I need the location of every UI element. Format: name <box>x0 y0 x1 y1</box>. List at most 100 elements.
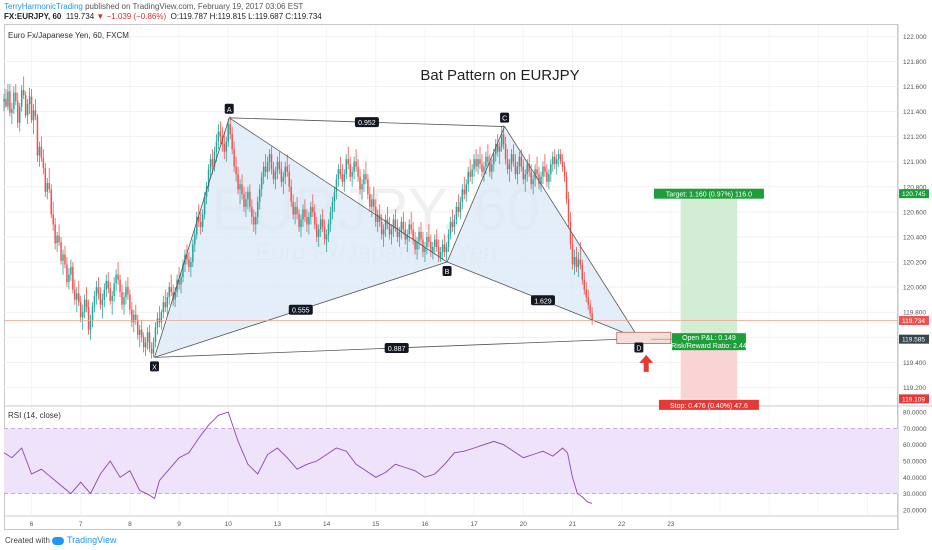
candle-body <box>398 231 401 237</box>
ratio-badge <box>384 342 409 353</box>
open-value: O:119.787 <box>170 12 208 21</box>
candle-body <box>209 159 212 170</box>
candle-body <box>371 199 373 207</box>
candle-body <box>583 279 586 290</box>
candle-body <box>300 219 302 227</box>
candle-body <box>524 174 527 180</box>
candle-body <box>38 146 41 156</box>
candle-body <box>253 216 255 225</box>
candle-body <box>148 332 151 349</box>
cloud-icon <box>52 536 64 545</box>
candle-body <box>353 161 355 172</box>
rsi-line <box>3 411 593 504</box>
rsi-tick-label: 40.0000 <box>903 475 927 482</box>
candle-body <box>178 279 180 285</box>
candle-body <box>479 159 481 165</box>
candle-body <box>571 244 574 265</box>
candle-body <box>449 221 452 235</box>
candle-body <box>428 236 430 242</box>
rsi-band <box>4 428 898 494</box>
price-tick-label: 122.000 <box>903 34 927 41</box>
point-label-X: X <box>152 364 157 371</box>
candle-body <box>378 214 381 222</box>
candle-body <box>74 289 76 300</box>
candle-body <box>410 224 412 230</box>
candle-body <box>459 201 462 212</box>
candle-body <box>243 194 245 207</box>
candle-body <box>345 159 348 175</box>
candle-body <box>205 186 208 197</box>
candle-body <box>477 159 479 167</box>
candle-body <box>432 246 434 252</box>
target-price-tag <box>899 189 929 199</box>
candle-body <box>142 337 145 348</box>
candle-body <box>467 171 469 185</box>
candle-body <box>520 156 523 167</box>
candle-body <box>76 293 78 300</box>
candle-body <box>50 189 52 215</box>
candle-body <box>231 134 233 150</box>
point-label-B: B <box>445 269 450 276</box>
last-price: 119.734 <box>65 12 95 21</box>
candle-body <box>186 254 188 260</box>
candle-body <box>359 176 361 190</box>
candle-body <box>103 289 106 300</box>
price-tick-label: 120.800 <box>903 184 927 191</box>
candle-body <box>154 327 157 343</box>
candle-body <box>294 206 296 215</box>
time-tick-label: 9 <box>177 521 181 528</box>
time-tick-label: 16 <box>421 521 429 528</box>
candle-body <box>115 274 117 284</box>
candle-body <box>473 159 475 170</box>
rsi-tick-label: 20.0000 <box>903 507 927 514</box>
candle-body <box>373 199 375 207</box>
candle-body <box>526 164 528 175</box>
candle-body <box>508 164 511 170</box>
candle-body <box>327 224 330 235</box>
target-label: Target: 1.160 (0.97%) 116.0 <box>666 192 752 199</box>
candle-body <box>528 164 530 172</box>
tradingview-logo[interactable]: TradingView <box>52 535 117 545</box>
candle-body <box>481 164 483 172</box>
candle-body <box>58 235 60 242</box>
candle-body <box>280 169 283 182</box>
rr-label: Risk/Reward Ratio: 2.44 <box>671 343 747 350</box>
candle-body <box>376 214 379 222</box>
candle-body <box>278 161 281 170</box>
candle-body <box>48 183 50 190</box>
candle-body <box>298 214 300 227</box>
candle-body <box>396 226 399 237</box>
candle-body <box>308 216 310 225</box>
time-tick-label: 13 <box>274 521 282 528</box>
price-tick-label: 121.600 <box>903 84 927 91</box>
candle-body <box>264 166 267 172</box>
candle-body <box>217 131 220 142</box>
candle-body <box>559 154 562 162</box>
candle-body <box>247 191 249 200</box>
author-link[interactable]: TerryHarmonicTrading <box>4 2 83 11</box>
time-tick-label: 23 <box>667 521 675 528</box>
candle-body <box>512 154 515 162</box>
candle-body <box>26 104 29 116</box>
candle-body <box>36 116 39 156</box>
candle-body <box>369 194 371 207</box>
candle-body <box>548 174 550 182</box>
candle-body <box>233 149 235 167</box>
candle-body <box>347 159 349 165</box>
candle-body <box>443 244 446 252</box>
candle-body <box>85 299 88 308</box>
candle-body <box>502 134 505 145</box>
candle-body <box>119 279 121 293</box>
target-zone <box>680 193 738 340</box>
candle-body <box>434 239 436 247</box>
candle-body <box>241 184 243 195</box>
candle-body <box>87 307 90 330</box>
price-tick-label: 120.200 <box>903 260 927 267</box>
open-pl-label: Open P&L: 0.149 <box>682 335 736 342</box>
candle-body <box>15 92 17 102</box>
candle-body <box>251 206 253 217</box>
ratio-badge <box>288 304 313 315</box>
candle-body <box>587 297 589 305</box>
candle-body <box>81 312 84 318</box>
